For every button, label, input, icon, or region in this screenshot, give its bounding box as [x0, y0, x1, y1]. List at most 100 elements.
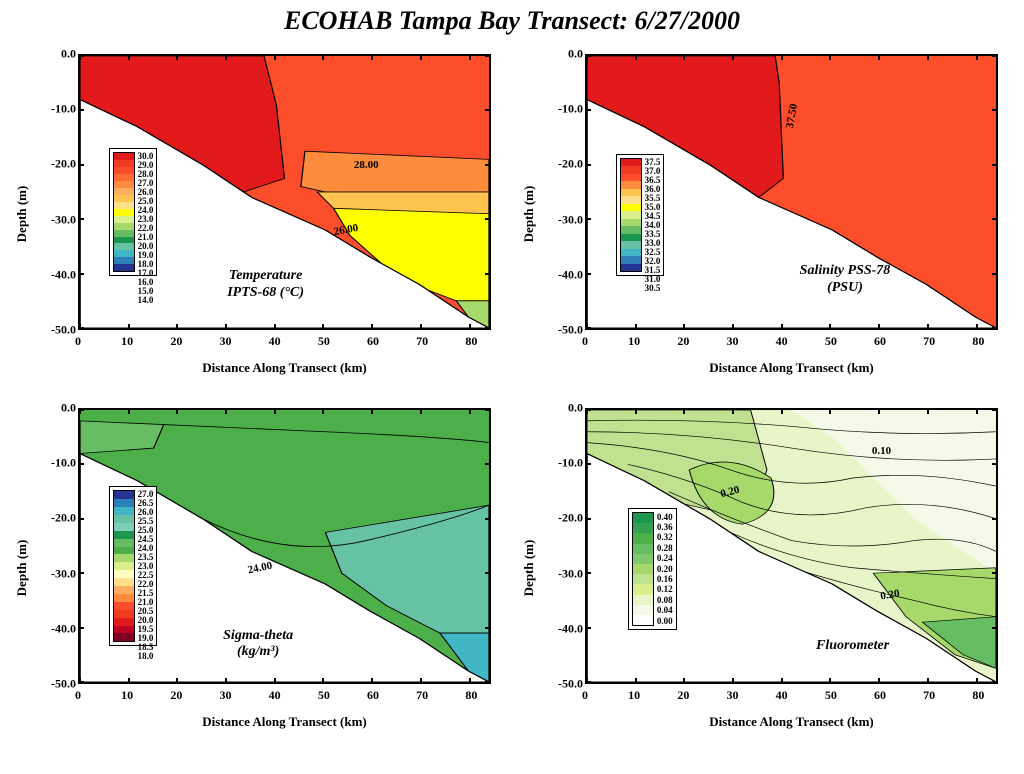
y-tick: -50.0: [46, 323, 76, 338]
plot-area-fluorometer: 0.10 0.20 0.20 0.400.360.320.280.240.200…: [585, 408, 998, 684]
x-tick: 20: [170, 688, 182, 703]
panel-title-sigma: Sigma-theta (kg/m³): [223, 628, 293, 662]
x-tick: 70: [923, 688, 935, 703]
x-tick: 30: [727, 688, 739, 703]
y-tick: -40.0: [553, 621, 583, 636]
x-tick: 20: [677, 334, 689, 349]
panel-sigma: Depth (m) 0.0-10.0-20.0-30.0-40.0-50.0: [18, 400, 499, 736]
panel-title-fluorometer: Fluorometer: [816, 638, 889, 655]
x-tick: 70: [923, 334, 935, 349]
y-tick: -40.0: [553, 267, 583, 282]
plot-area-sigma: 24.00 27.026.526.025.525.024.524.023.523…: [78, 408, 491, 684]
y-tick: -10.0: [46, 102, 76, 117]
y-tick: 0.0: [46, 47, 76, 62]
legend-value: 30.5: [645, 284, 661, 293]
y-axis: 0.0-10.0-20.0-30.0-40.0-50.0: [553, 408, 583, 684]
x-tick: 60: [367, 688, 379, 703]
x-tick: 80: [972, 688, 984, 703]
page-title: ECOHAB Tampa Bay Transect: 6/27/2000: [0, 6, 1024, 36]
legend-value: 0.16: [657, 574, 673, 584]
x-axis: 0 10 20 30 40 50 60 70 80: [78, 332, 491, 352]
legend-sigma: 27.026.526.025.525.024.524.023.523.022.5…: [109, 486, 158, 646]
y-axis: 0.0-10.0-20.0-30.0-40.0-50.0: [553, 54, 583, 330]
y-tick: -50.0: [553, 323, 583, 338]
x-tick: 40: [776, 688, 788, 703]
x-axis-label: Distance Along Transect (km): [78, 714, 491, 730]
y-tick: -30.0: [553, 566, 583, 581]
x-axis: 0 10 20 30 40 50 60 70 80: [585, 686, 998, 706]
y-tick: -20.0: [553, 157, 583, 172]
y-tick: -30.0: [46, 212, 76, 227]
x-tick: 80: [465, 688, 477, 703]
x-tick: 0: [582, 334, 588, 349]
panel-salinity: Depth (m) 0.0-10.0-20.0-30.0-40.0-50.0 3…: [525, 46, 1006, 382]
x-tick: 20: [170, 334, 182, 349]
x-tick: 60: [367, 334, 379, 349]
y-axis-label: Depth (m): [521, 540, 537, 597]
y-tick: -50.0: [553, 677, 583, 692]
x-tick: 60: [874, 688, 886, 703]
legend-temperature: 30.029.028.027.026.025.024.023.022.021.0…: [109, 148, 158, 276]
y-tick: -30.0: [553, 212, 583, 227]
y-axis-label: Depth (m): [14, 186, 30, 243]
x-axis: 0 10 20 30 40 50 60 70 80: [78, 686, 491, 706]
y-tick: -40.0: [46, 621, 76, 636]
x-tick: 30: [220, 688, 232, 703]
x-tick: 70: [416, 334, 428, 349]
y-tick: -20.0: [553, 511, 583, 526]
x-tick: 70: [416, 688, 428, 703]
x-tick: 40: [269, 334, 281, 349]
legend-value: 0.20: [657, 564, 673, 574]
legend-value: 0.40: [657, 512, 673, 522]
legend-value: 14.0: [138, 296, 154, 305]
legend-value: 0.04: [657, 605, 673, 615]
x-tick: 50: [318, 688, 330, 703]
x-tick: 30: [220, 334, 232, 349]
panel-fluorometer: Depth (m) 0.0-10.0-20.0-30.0-40.0-50.0: [525, 400, 1006, 736]
y-axis-label: Depth (m): [14, 540, 30, 597]
legend-value: 0.24: [657, 553, 673, 563]
legend-value: 0.36: [657, 522, 673, 532]
x-tick: 10: [121, 688, 133, 703]
x-tick: 20: [677, 688, 689, 703]
x-axis: 01020304050607080: [585, 332, 998, 352]
legend-salinity: 37.537.036.536.035.535.034.534.033.533.0…: [616, 154, 665, 276]
panel-title-salinity: Salinity PSS-78 (PSU): [800, 263, 891, 297]
y-tick: -10.0: [46, 456, 76, 471]
x-tick: 50: [318, 334, 330, 349]
y-tick: -10.0: [553, 102, 583, 117]
y-tick: -20.0: [46, 511, 76, 526]
x-axis-label: Distance Along Transect (km): [585, 714, 998, 730]
x-tick: 0: [582, 688, 588, 703]
y-tick: -40.0: [46, 267, 76, 282]
x-tick: 0: [75, 334, 81, 349]
legend-value: 0.00: [657, 616, 673, 626]
contour-label: 0.10: [872, 445, 891, 457]
x-tick: 80: [972, 334, 984, 349]
y-axis-label: Depth (m): [521, 186, 537, 243]
plot-area-temperature: 28.00 26.00 30.029.028.027.026.025.024.0…: [78, 54, 491, 330]
x-tick: 10: [628, 688, 640, 703]
x-tick: 80: [465, 334, 477, 349]
panel-temperature: Depth (m) 0.0-10.0-20.0-30.0-40.0-50.0 2…: [18, 46, 499, 382]
legend-value: 0.28: [657, 543, 673, 553]
legend-value: 0.12: [657, 585, 673, 595]
legend-value: 18.0: [138, 652, 154, 661]
y-axis: 0.0-10.0-20.0-30.0-40.0-50.0: [46, 54, 76, 330]
legend-value: 0.08: [657, 595, 673, 605]
x-axis-label: Distance Along Transect (km): [78, 360, 491, 376]
x-tick: 10: [121, 334, 133, 349]
contour-label: 28.00: [354, 159, 379, 171]
x-tick: 40: [269, 688, 281, 703]
legend-fluorometer: 0.400.360.320.280.240.200.160.120.080.04…: [628, 508, 677, 630]
y-axis: 0.0-10.0-20.0-30.0-40.0-50.0: [46, 408, 76, 684]
panel-grid: Depth (m) 0.0 -10.0 -20.0 -30.0 -40.0 -50.0 2…: [0, 40, 1024, 746]
x-tick: 0: [75, 688, 81, 703]
y-tick: -50.0: [46, 677, 76, 692]
panel-title-temperature: Temperature IPTS-68 (°C): [227, 268, 304, 302]
x-tick: 40: [776, 334, 788, 349]
x-tick: 10: [628, 334, 640, 349]
x-tick: 50: [825, 334, 837, 349]
x-tick: 50: [825, 688, 837, 703]
y-tick: -20.0: [46, 157, 76, 172]
